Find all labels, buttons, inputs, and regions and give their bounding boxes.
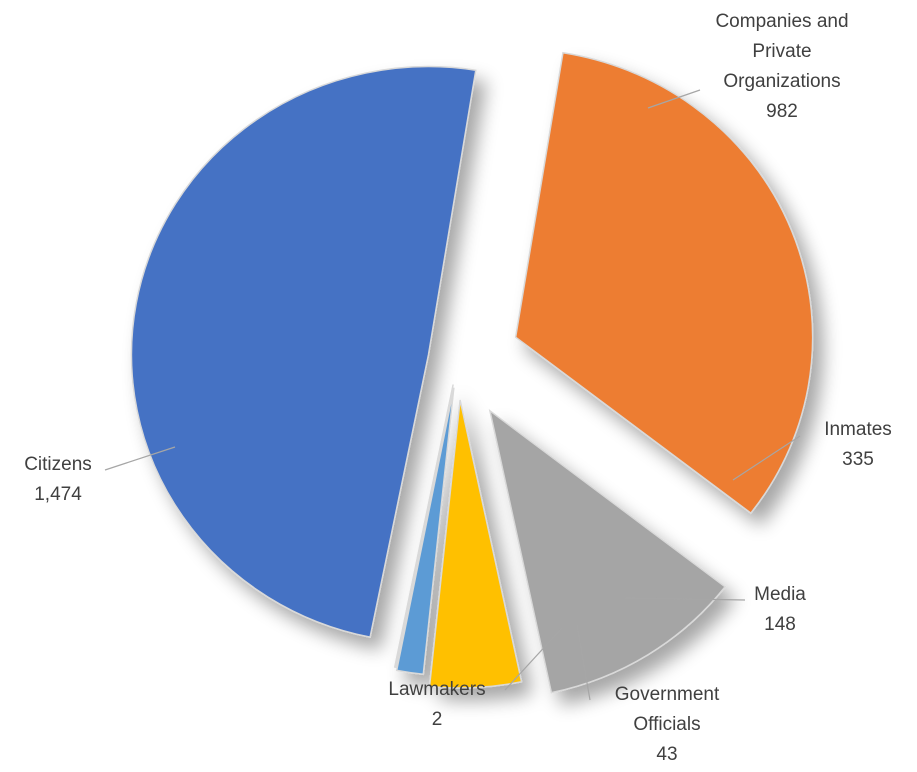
pie-slice-government-officials xyxy=(395,387,455,676)
data-label-category: Media xyxy=(754,584,806,605)
leader-line xyxy=(104,446,176,471)
leader-line xyxy=(647,89,701,109)
data-label-value: 1,474 xyxy=(34,484,82,505)
data-label: Government Officials 43 xyxy=(615,684,720,765)
data-label: Citizens 1,474 xyxy=(24,454,92,505)
leader-line xyxy=(576,624,591,701)
pie-slice-lawmakers xyxy=(393,384,454,669)
data-label-value: 148 xyxy=(764,614,796,635)
pie-slice-media xyxy=(428,399,523,689)
slice-labels: Companies and Private Organizations 982 Inma… xyxy=(24,11,892,765)
leader-line xyxy=(504,627,563,691)
leader-lines xyxy=(104,89,801,701)
data-label-category: Private xyxy=(752,41,811,62)
data-label: Media 148 xyxy=(754,584,806,635)
data-label-category: Citizens xyxy=(24,454,92,475)
pie-slices xyxy=(130,51,814,694)
pie-slice-citizens xyxy=(130,65,477,639)
data-label-value: 982 xyxy=(766,101,798,122)
pie-slice-companies-and-private-organizations xyxy=(514,51,814,515)
data-label-value: 2 xyxy=(432,709,443,730)
data-label-category: Government xyxy=(615,684,720,705)
data-label-category: Companies and xyxy=(715,11,848,32)
data-label-value: 43 xyxy=(656,744,677,765)
data-label-category: Lawmakers xyxy=(388,679,485,700)
leader-line xyxy=(624,597,746,601)
leader-line xyxy=(732,435,801,481)
data-label-category: Organizations xyxy=(723,71,840,92)
data-label: Lawmakers 2 xyxy=(388,679,485,730)
data-label-value: 335 xyxy=(842,449,874,470)
data-label: Companies and Private Organizations 982 xyxy=(715,11,848,122)
data-label-category: Inmates xyxy=(824,419,892,440)
data-label: Inmates 335 xyxy=(824,419,892,470)
data-label-category: Officials xyxy=(633,714,700,735)
